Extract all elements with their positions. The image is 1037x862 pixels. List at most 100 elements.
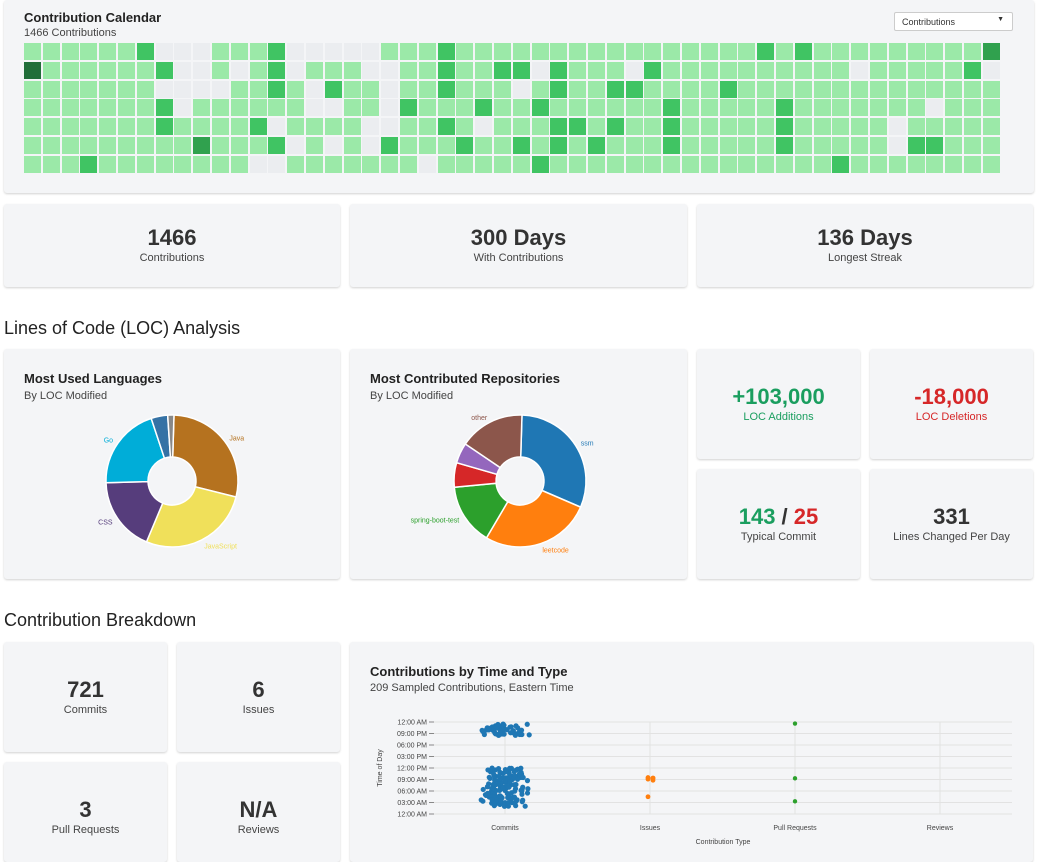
calendar-day-cell[interactable] (606, 118, 624, 136)
calendar-day-cell[interactable] (118, 61, 135, 79)
calendar-day-cell[interactable] (475, 43, 493, 60)
calendar-day-cell[interactable] (588, 43, 605, 60)
calendar-day-cell[interactable] (494, 118, 511, 136)
calendar-day-cell[interactable] (400, 99, 417, 117)
calendar-day-cell[interactable] (193, 61, 211, 79)
calendar-day-cell[interactable] (531, 99, 549, 117)
calendar-day-cell[interactable] (118, 137, 135, 154)
calendar-day-cell[interactable] (362, 155, 380, 173)
calendar-day-cell[interactable] (381, 137, 399, 154)
calendar-day-cell[interactable] (212, 61, 229, 79)
calendar-day-cell[interactable] (306, 155, 323, 173)
calendar-day-cell[interactable] (719, 155, 737, 173)
calendar-day-cell[interactable] (719, 137, 737, 154)
calendar-day-cell[interactable] (80, 99, 98, 117)
calendar-day-cell[interactable] (212, 99, 229, 117)
calendar-day-cell[interactable] (136, 137, 154, 154)
calendar-day-cell[interactable] (24, 155, 41, 173)
calendar-day-cell[interactable] (588, 137, 605, 154)
calendar-day-cell[interactable] (588, 118, 605, 136)
calendar-day-cell[interactable] (249, 137, 267, 154)
calendar-day-cell[interactable] (118, 155, 135, 173)
calendar-day-cell[interactable] (136, 80, 154, 98)
calendar-day-cell[interactable] (362, 80, 380, 98)
calendar-day-cell[interactable] (193, 118, 211, 136)
calendar-day-cell[interactable] (757, 118, 775, 136)
calendar-day-cell[interactable] (324, 155, 342, 173)
calendar-day-cell[interactable] (964, 61, 981, 79)
calendar-day-cell[interactable] (400, 80, 417, 98)
calendar-day-cell[interactable] (381, 99, 399, 117)
calendar-day-cell[interactable] (268, 43, 286, 60)
calendar-day-cell[interactable] (249, 61, 267, 79)
calendar-day-cell[interactable] (625, 99, 643, 117)
calendar-day-cell[interactable] (588, 99, 605, 117)
calendar-day-cell[interactable] (870, 137, 887, 154)
calendar-day-cell[interactable] (99, 118, 117, 136)
calendar-day-cell[interactable] (888, 80, 906, 98)
calendar-day-cell[interactable] (757, 155, 775, 173)
calendar-day-cell[interactable] (418, 61, 436, 79)
calendar-day-cell[interactable] (663, 80, 681, 98)
calendar-day-cell[interactable] (362, 43, 380, 60)
calendar-day-cell[interactable] (682, 118, 699, 136)
calendar-day-cell[interactable] (42, 155, 60, 173)
calendar-day-cell[interactable] (926, 99, 944, 117)
calendar-day-cell[interactable] (268, 137, 286, 154)
calendar-day-cell[interactable] (362, 61, 380, 79)
calendar-day-cell[interactable] (24, 61, 41, 79)
calendar-day-cell[interactable] (832, 99, 850, 117)
calendar-day-cell[interactable] (249, 99, 267, 117)
calendar-day-cell[interactable] (80, 137, 98, 154)
calendar-day-cell[interactable] (588, 155, 605, 173)
calendar-day-cell[interactable] (625, 43, 643, 60)
calendar-day-cell[interactable] (475, 118, 493, 136)
calendar-day-cell[interactable] (907, 99, 925, 117)
calendar-day-cell[interactable] (42, 43, 60, 60)
calendar-day-cell[interactable] (99, 43, 117, 60)
calendar-day-cell[interactable] (663, 61, 681, 79)
calendar-day-cell[interactable] (174, 155, 192, 173)
calendar-day-cell[interactable] (926, 155, 944, 173)
calendar-day-cell[interactable] (324, 80, 342, 98)
calendar-day-cell[interactable] (738, 137, 756, 154)
calendar-day-cell[interactable] (193, 99, 211, 117)
calendar-day-cell[interactable] (870, 155, 887, 173)
calendar-day-cell[interactable] (287, 118, 305, 136)
calendar-day-cell[interactable] (118, 118, 135, 136)
calendar-day-cell[interactable] (212, 80, 229, 98)
calendar-day-cell[interactable] (945, 137, 963, 154)
calendar-day-cell[interactable] (155, 118, 173, 136)
calendar-day-cell[interactable] (136, 155, 154, 173)
calendar-day-cell[interactable] (794, 80, 812, 98)
calendar-day-cell[interactable] (907, 118, 925, 136)
calendar-day-cell[interactable] (230, 61, 248, 79)
calendar-day-cell[interactable] (494, 137, 511, 154)
calendar-day-cell[interactable] (268, 61, 286, 79)
calendar-day-cell[interactable] (268, 118, 286, 136)
calendar-day-cell[interactable] (606, 137, 624, 154)
calendar-day-cell[interactable] (99, 80, 117, 98)
calendar-day-cell[interactable] (118, 80, 135, 98)
calendar-day-cell[interactable] (418, 118, 436, 136)
calendar-day-cell[interactable] (888, 99, 906, 117)
calendar-day-cell[interactable] (964, 80, 981, 98)
calendar-day-cell[interactable] (870, 43, 887, 60)
calendar-day-cell[interactable] (888, 155, 906, 173)
calendar-day-cell[interactable] (456, 99, 474, 117)
calendar-day-cell[interactable] (926, 137, 944, 154)
calendar-day-cell[interactable] (24, 80, 41, 98)
calendar-day-cell[interactable] (249, 155, 267, 173)
calendar-day-cell[interactable] (343, 155, 361, 173)
calendar-day-cell[interactable] (738, 61, 756, 79)
calendar-day-cell[interactable] (118, 43, 135, 60)
calendar-day-cell[interactable] (400, 155, 417, 173)
calendar-day-cell[interactable] (475, 80, 493, 98)
calendar-day-cell[interactable] (61, 118, 79, 136)
calendar-day-cell[interactable] (982, 155, 1000, 173)
calendar-day-cell[interactable] (212, 118, 229, 136)
calendar-day-cell[interactable] (512, 80, 530, 98)
calendar-day-cell[interactable] (738, 155, 756, 173)
calendar-day-cell[interactable] (531, 137, 549, 154)
calendar-day-cell[interactable] (42, 61, 60, 79)
